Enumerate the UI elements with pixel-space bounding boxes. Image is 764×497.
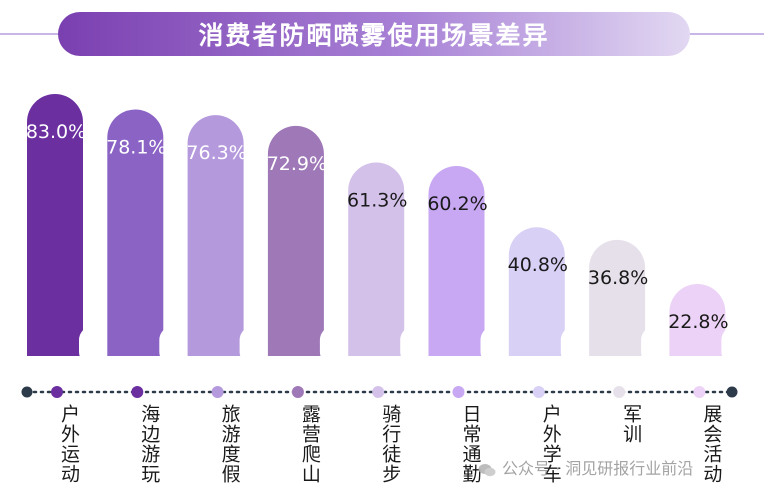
bar-gap-3 [239,326,268,366]
bar-3 [187,115,244,356]
wechat-icon [478,463,496,476]
value-label-2: 78.1% [106,136,166,158]
category-label-8: 军训 [620,404,642,444]
chart-title: 消费者防晒喷雾使用场景差异 [198,21,550,50]
category-label-7: 户外学车 [540,404,562,484]
category-dot-9 [693,386,706,398]
bar-1 [27,94,83,356]
category-dot-8 [613,386,626,398]
bar-gap-6 [480,326,509,366]
value-label-3: 76.3% [186,142,246,164]
title-decoration-left [0,33,58,35]
value-label-9: 22.8% [668,311,728,333]
bar-gap-5 [400,326,429,366]
category-dot-1 [51,386,63,398]
bar-6 [428,165,485,356]
value-label-4: 72.9% [267,153,327,175]
axis-end-dot [726,386,738,398]
bar-9 [669,284,726,356]
category-dot-6 [452,386,465,398]
category-label-6: 日常通勤 [460,404,482,484]
category-label-1: 户外运动 [58,404,80,484]
bar-gap-9 [721,326,750,366]
bar-8 [589,239,646,356]
watermark: 公众号 · 洞见研报行业前沿 [478,455,693,479]
axis-start-dot [21,386,33,398]
bar-5 [348,162,405,356]
watermark-text: 公众号 · 洞见研报行业前沿 [502,459,694,478]
bar-7 [508,227,565,356]
value-label-7: 40.8% [508,254,568,276]
category-dot-4 [291,386,304,398]
bar-gap-7 [560,326,589,366]
category-label-4: 露营爬山 [299,404,321,484]
category-dot-7 [532,386,545,398]
category-dot-5 [372,386,385,398]
bar-2 [107,109,164,356]
bar-4 [267,125,324,357]
bar-gap-2 [159,326,188,366]
title-banner: 消费者防晒喷雾使用场景差异 [58,12,690,56]
value-label-1: 83.0% [26,121,86,143]
category-label-3: 旅游度假 [219,404,241,484]
title-decoration-right [690,33,764,35]
bar-gap-1 [79,326,107,366]
category-label-5: 骑行徒步 [379,404,401,484]
category-label-2: 海边游玩 [138,404,160,484]
bar-gap-8 [641,326,670,366]
bar-gap-4 [319,326,348,366]
value-label-5: 61.3% [347,189,407,211]
category-dot-3 [211,386,224,398]
category-label-9: 展会活动 [700,404,722,484]
category-dot-2 [131,386,144,398]
value-label-6: 60.2% [427,193,487,215]
value-label-8: 36.8% [588,267,648,289]
